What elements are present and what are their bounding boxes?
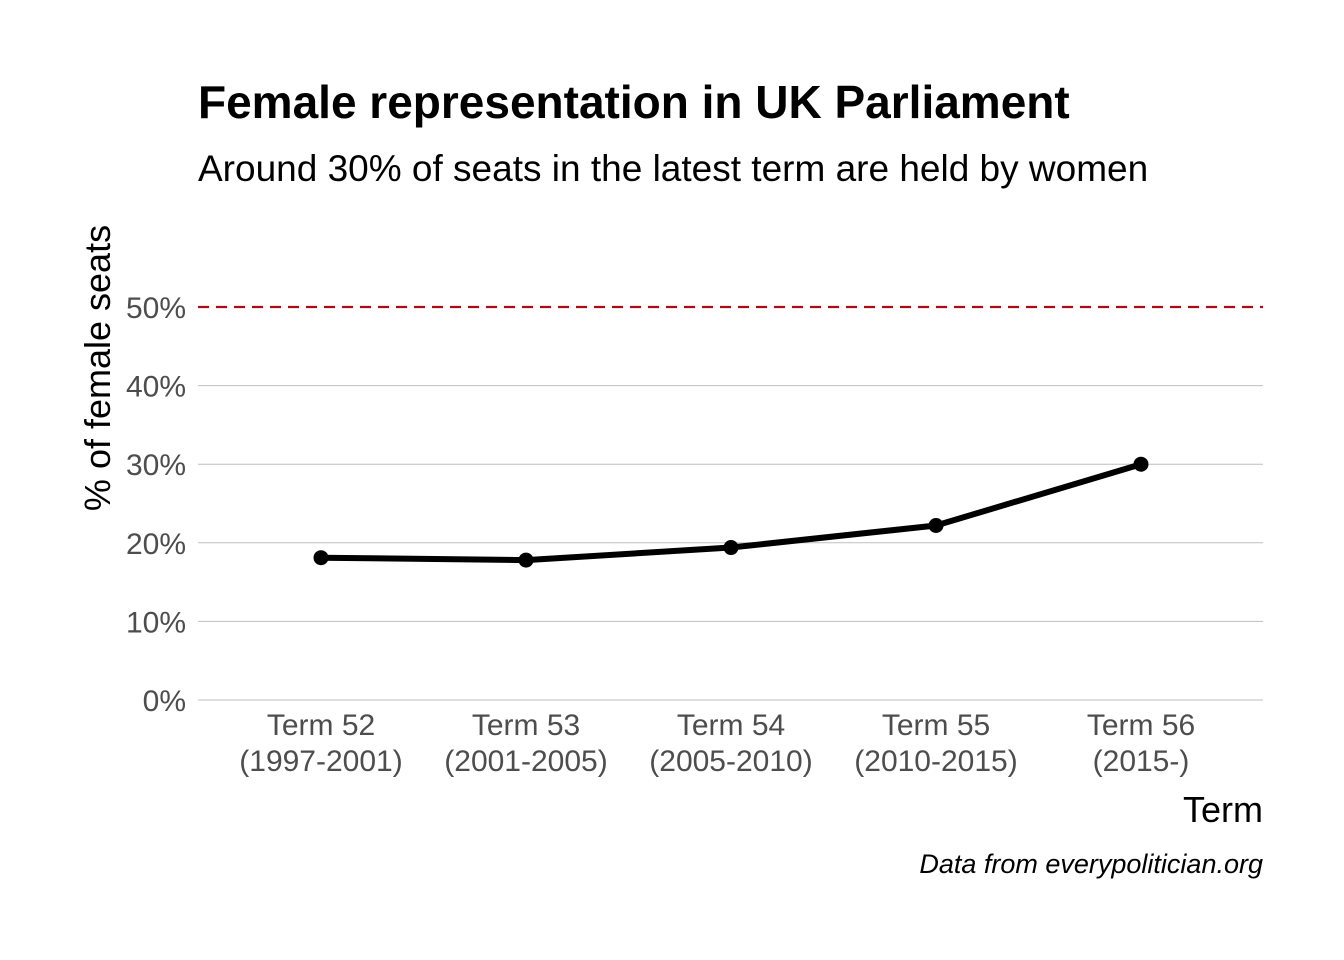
x-tick-label: Term 54 (2005-2010) (649, 709, 812, 778)
y-tick-label: 20% (126, 528, 186, 561)
chart-caption: Data from everypolitician.org (919, 849, 1263, 879)
x-tick-label-line: Term 53 (472, 709, 580, 742)
y-tick-label: 0% (143, 685, 186, 718)
x-axis-label: Term (1183, 789, 1263, 830)
y-tick-label: 30% (126, 449, 186, 482)
y-tick-label: 40% (126, 371, 186, 404)
x-tick-label-line: (2001-2005) (444, 745, 607, 778)
x-tick-label-line: Term 54 (677, 709, 785, 742)
chart-title: Female representation in UK Parliament (198, 76, 1070, 128)
x-tick-label-line: (2010-2015) (854, 745, 1017, 778)
y-tick-labels: 0% 10% 20% 30% 40% 50% (126, 292, 186, 718)
x-tick-label: Term 55 (2010-2015) (854, 709, 1017, 778)
x-tick-label: Term 53 (2001-2005) (444, 709, 607, 778)
series-group (313, 456, 1149, 568)
data-point (313, 550, 329, 566)
chart-subtitle: Around 30% of seats in the latest term a… (198, 148, 1148, 189)
data-point (1133, 456, 1149, 472)
x-tick-label-line: Term 55 (882, 709, 990, 742)
x-tick-label: Term 56 (2015-) (1087, 709, 1195, 778)
x-tick-label-line: (2005-2010) (649, 745, 812, 778)
x-tick-label: Term 52 (1997-2001) (239, 709, 402, 778)
x-tick-label-line: Term 56 (1087, 709, 1195, 742)
x-tick-labels: Term 52 (1997-2001)Term 53 (2001-2005)Term… (239, 709, 1195, 778)
y-tick-label: 50% (126, 292, 186, 325)
y-axis-label: % of female seats (77, 225, 118, 511)
data-point (518, 552, 534, 568)
x-tick-label-line: Term 52 (267, 709, 375, 742)
x-tick-label-line: (1997-2001) (239, 745, 402, 778)
y-tick-label: 10% (126, 606, 186, 639)
x-tick-label-line: (2015-) (1093, 745, 1190, 778)
data-point (723, 540, 739, 556)
data-point (928, 518, 944, 534)
